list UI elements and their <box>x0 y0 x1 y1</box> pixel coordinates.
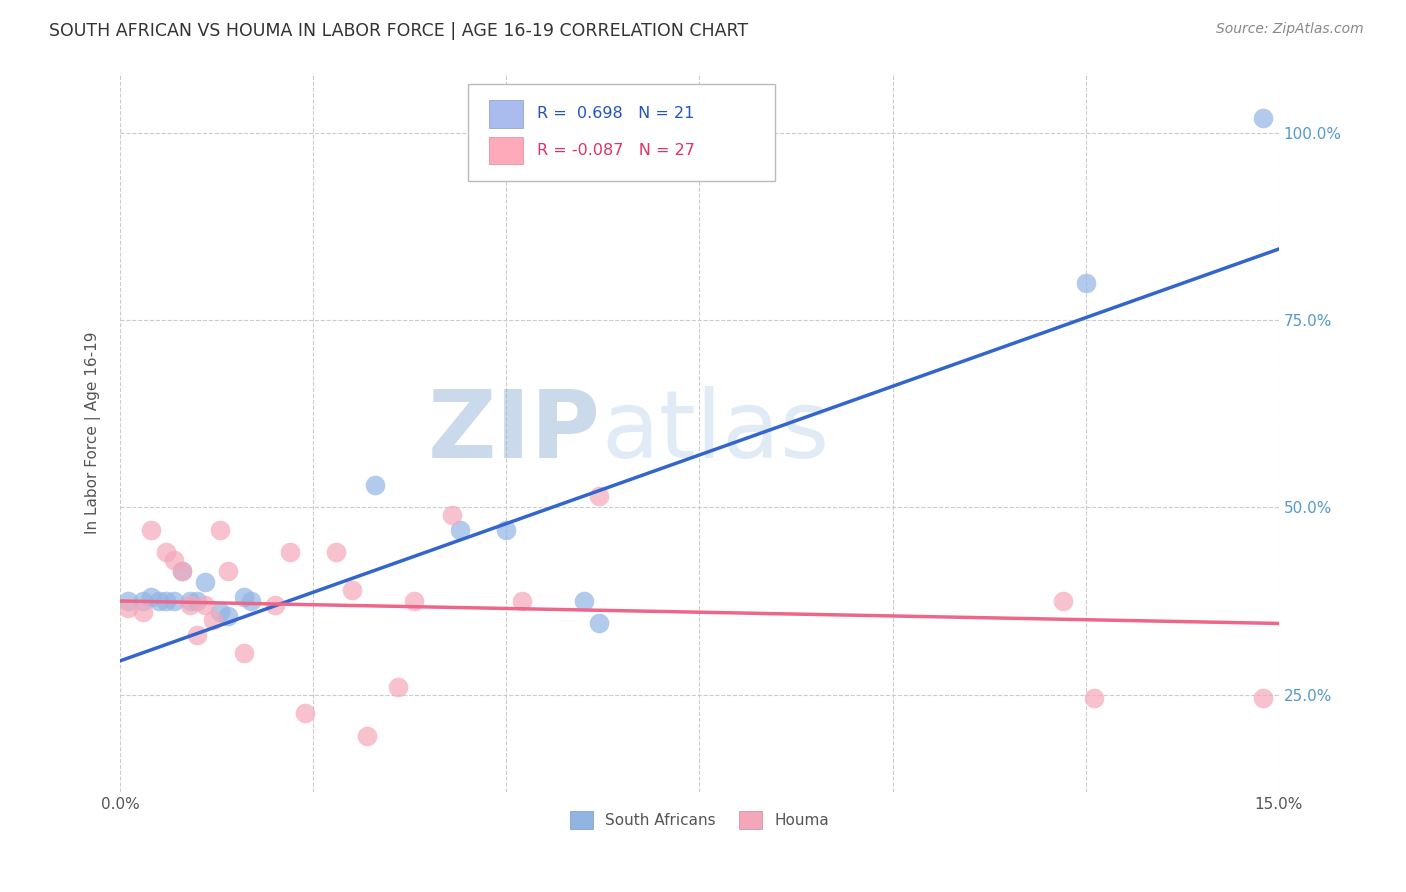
Point <box>263 598 285 612</box>
Point <box>588 616 610 631</box>
Text: ZIP: ZIP <box>427 386 600 478</box>
Point <box>179 598 201 612</box>
Point <box>194 598 217 612</box>
Point <box>364 478 387 492</box>
Point <box>139 523 162 537</box>
Point <box>170 564 193 578</box>
Point <box>1253 111 1275 125</box>
Text: atlas: atlas <box>600 386 830 478</box>
Point <box>117 594 139 608</box>
Y-axis label: In Labor Force | Age 16-19: In Labor Force | Age 16-19 <box>86 331 101 533</box>
Point <box>294 706 316 721</box>
Text: Source: ZipAtlas.com: Source: ZipAtlas.com <box>1216 22 1364 37</box>
Point <box>240 594 263 608</box>
Point <box>217 609 239 624</box>
Point <box>572 594 595 608</box>
Point <box>588 489 610 503</box>
Point <box>232 591 254 605</box>
Text: R = -0.087   N = 27: R = -0.087 N = 27 <box>537 143 695 158</box>
Point <box>340 582 363 597</box>
Point <box>209 605 232 619</box>
Text: SOUTH AFRICAN VS HOUMA IN LABOR FORCE | AGE 16-19 CORRELATION CHART: SOUTH AFRICAN VS HOUMA IN LABOR FORCE | … <box>49 22 748 40</box>
Point <box>155 545 177 559</box>
Point <box>132 594 155 608</box>
Point <box>387 680 409 694</box>
Point <box>356 729 378 743</box>
Point <box>132 605 155 619</box>
Point <box>163 594 186 608</box>
Point <box>325 545 347 559</box>
Point <box>179 594 201 608</box>
Point <box>449 523 471 537</box>
Legend: South Africans, Houma: South Africans, Houma <box>564 805 835 835</box>
Point <box>186 628 208 642</box>
Point <box>1083 691 1105 706</box>
Point <box>139 591 162 605</box>
Point <box>148 594 170 608</box>
Point <box>441 508 464 522</box>
Point <box>495 523 517 537</box>
Point <box>201 613 224 627</box>
Point <box>1074 276 1097 290</box>
Point <box>217 564 239 578</box>
Bar <box>488 137 523 164</box>
Point <box>1052 594 1074 608</box>
Point <box>209 523 232 537</box>
Point <box>163 553 186 567</box>
Point <box>186 594 208 608</box>
Point <box>232 647 254 661</box>
Bar <box>488 100 523 128</box>
Point <box>155 594 177 608</box>
Point <box>278 545 301 559</box>
Point <box>510 594 533 608</box>
Point <box>1253 691 1275 706</box>
FancyBboxPatch shape <box>468 84 775 181</box>
Point <box>117 601 139 615</box>
Text: R =  0.698   N = 21: R = 0.698 N = 21 <box>537 106 695 121</box>
Point <box>194 575 217 590</box>
Point <box>402 594 425 608</box>
Point <box>170 564 193 578</box>
